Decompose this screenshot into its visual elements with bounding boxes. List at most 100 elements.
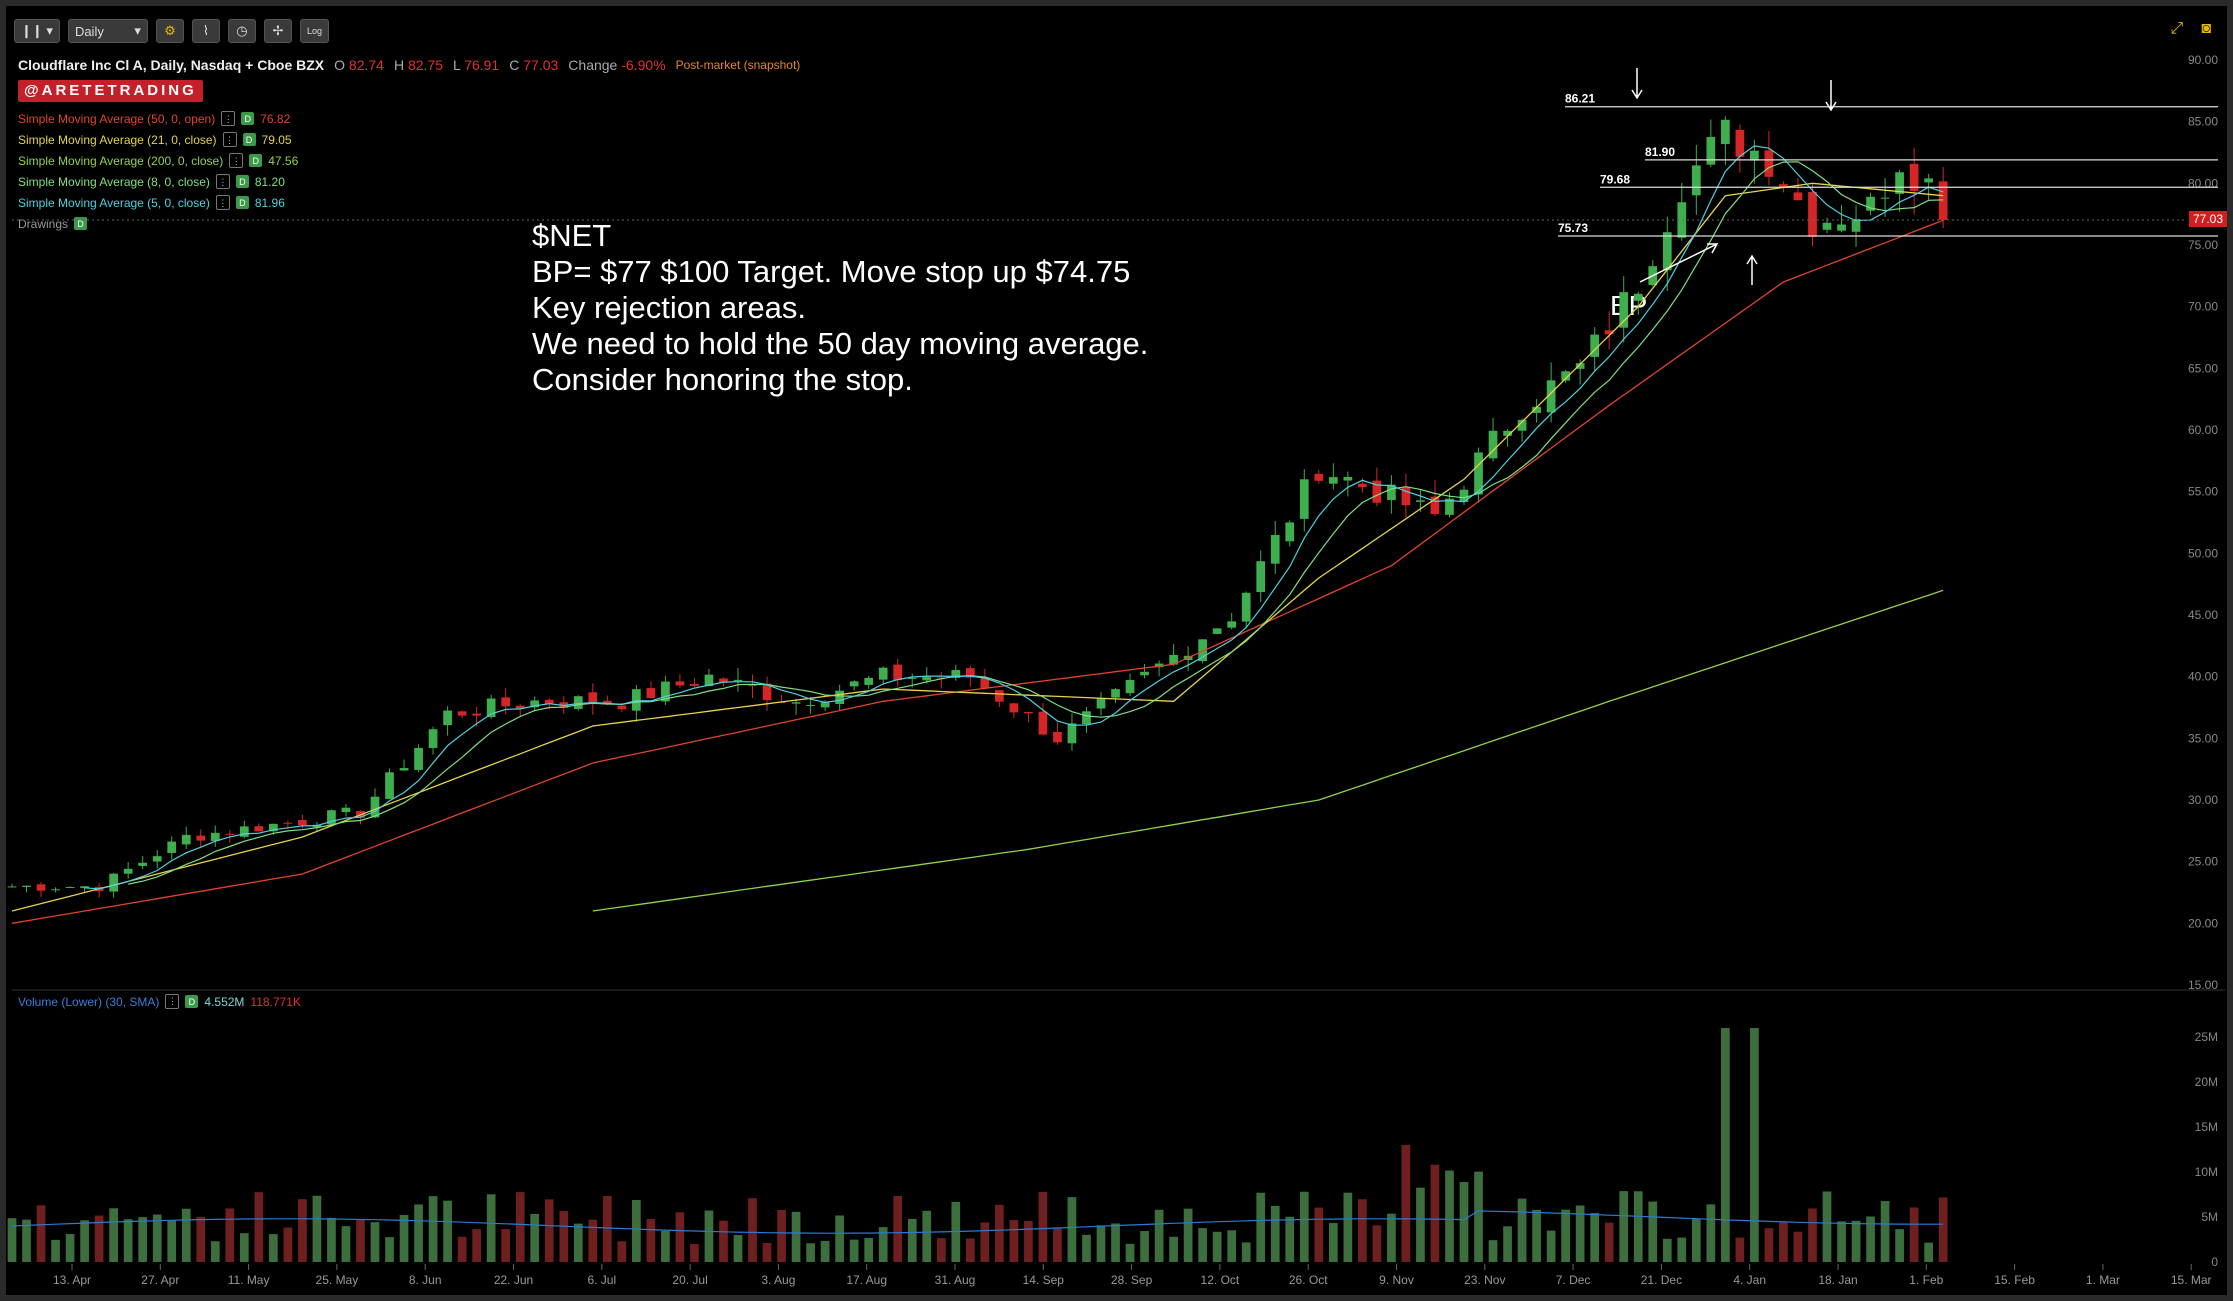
volume-bar: [1488, 1240, 1498, 1262]
candle-body: [1691, 165, 1701, 196]
x-tick-label: 15. Feb: [1994, 1273, 2035, 1287]
price-tick-label: 85.00: [2188, 115, 2218, 129]
candle-body: [791, 702, 801, 704]
volume-bar: [327, 1217, 336, 1262]
volume-bar: [298, 1199, 307, 1262]
gear-icon[interactable]: ⚙: [155, 19, 184, 43]
annotation-line-4: We need to hold the 50 day moving averag…: [532, 326, 1149, 361]
candle-body: [254, 826, 264, 832]
candle-body: [1198, 639, 1207, 662]
volume-bar: [399, 1215, 409, 1262]
study-menu-button[interactable]: ⋮: [215, 195, 230, 210]
candle-body: [1488, 430, 1498, 459]
candle-body: [1067, 723, 1077, 744]
volume-bar: [239, 1233, 249, 1262]
price-tick-label: 80.00: [2188, 176, 2218, 190]
candle-body: [530, 700, 540, 708]
candle-body: [1532, 406, 1541, 413]
annotation-line-5: Consider honoring the stop.: [532, 362, 913, 397]
volume-bar: [1691, 1218, 1701, 1262]
price-tick-label: 50.00: [2188, 546, 2218, 560]
volume-menu-button[interactable]: ⋮: [165, 994, 180, 1009]
candle-body: [1038, 711, 1048, 735]
x-tick-label: 20. Jul: [672, 1273, 707, 1287]
log-button[interactable]: Log: [299, 19, 329, 43]
candle-body: [1024, 711, 1033, 714]
high-label: H: [393, 57, 405, 73]
volume-bar: [1024, 1220, 1033, 1262]
volume-d-button[interactable]: D: [185, 995, 199, 1008]
study-row: Simple Moving Average (21, 0, close) ⋮ D 79…: [18, 129, 800, 150]
volume-bar: [443, 1200, 452, 1262]
volume-bar: [893, 1195, 903, 1262]
volume-bar: [1604, 1222, 1614, 1262]
chevron-down-icon: ▾: [134, 23, 141, 38]
volume-bar: [907, 1218, 917, 1262]
volume-bar: [1866, 1216, 1875, 1262]
volume-bar: [864, 1237, 874, 1262]
volume-bar: [1590, 1212, 1600, 1262]
candle-body: [632, 689, 641, 711]
price-tick-label: 40.00: [2188, 670, 2218, 684]
x-tick-label: 15. Mar: [2171, 1273, 2212, 1287]
candlestick-icon[interactable]: ❙❙ ▾: [14, 19, 60, 43]
volume-bar: [936, 1238, 946, 1262]
candle-body: [675, 681, 685, 686]
crosshair-icon[interactable]: ✢: [263, 19, 292, 43]
close-value: 77.03: [523, 57, 559, 73]
volume-bar: [1212, 1231, 1222, 1262]
volume-bar: [530, 1213, 540, 1262]
candle-body: [1241, 592, 1251, 622]
study-d-button[interactable]: D: [235, 175, 249, 188]
study-d-button[interactable]: D: [242, 133, 256, 146]
candle-body: [588, 692, 598, 705]
volume-bar: [1314, 1207, 1324, 1262]
volume-bar: [995, 1204, 1004, 1262]
study-menu-button[interactable]: ⋮: [221, 111, 236, 126]
volume-sma-value: 118.771K: [250, 994, 301, 1009]
expand-icon[interactable]: ⤢: [2170, 20, 2184, 37]
study-d-button[interactable]: D: [235, 196, 249, 209]
study-menu-button[interactable]: ⋮: [229, 153, 244, 168]
x-tick-label: 3. Aug: [761, 1273, 795, 1287]
candle-body: [399, 768, 409, 771]
candle-body: [80, 886, 89, 889]
level-label: 86.21: [1565, 92, 1595, 106]
volume-bar: [719, 1220, 728, 1262]
study-menu-button[interactable]: ⋮: [215, 174, 230, 189]
watermark-badge: @ARETETRADING: [18, 80, 203, 102]
volume-bar: [1343, 1192, 1353, 1262]
volume-bar: [1546, 1230, 1556, 1262]
volume-bar: [1822, 1191, 1832, 1262]
candle-body: [602, 700, 612, 705]
study-value: 76.82: [260, 111, 291, 126]
drawing-icon[interactable]: ⌇: [191, 19, 220, 43]
volume-bar: [457, 1236, 467, 1262]
candle-body: [1706, 136, 1716, 165]
x-tick-label: 28. Sep: [1111, 1273, 1153, 1287]
volume-bar: [1561, 1209, 1570, 1262]
volume-bar: [1401, 1144, 1411, 1262]
clock-icon[interactable]: ◷: [227, 19, 256, 43]
study-d-button[interactable]: D: [241, 112, 255, 125]
study-menu-button[interactable]: ⋮: [222, 132, 237, 147]
candle-body: [820, 701, 830, 708]
study-d-button[interactable]: D: [249, 154, 263, 167]
sma-8-line: [128, 161, 1944, 885]
study-row: Simple Moving Average (200, 0, close) ⋮ D 4…: [18, 150, 800, 171]
camera-icon[interactable]: ◙: [2201, 20, 2211, 37]
volume-bar: [1880, 1201, 1890, 1262]
bp-pointer-arrow: [1639, 243, 1719, 283]
x-tick-label: 26. Oct: [1289, 1273, 1328, 1287]
volume-bar: [1328, 1223, 1338, 1262]
interval-select[interactable]: Daily ▾: [67, 19, 148, 43]
volume-bar: [1183, 1208, 1193, 1262]
candle-body: [1299, 479, 1309, 519]
volume-bar: [791, 1211, 801, 1262]
price-tick-label: 45.00: [2188, 608, 2218, 622]
volume-bar: [748, 1198, 757, 1262]
candle-body: [1793, 192, 1803, 201]
candle-body: [835, 690, 844, 705]
candle-body: [922, 676, 932, 681]
